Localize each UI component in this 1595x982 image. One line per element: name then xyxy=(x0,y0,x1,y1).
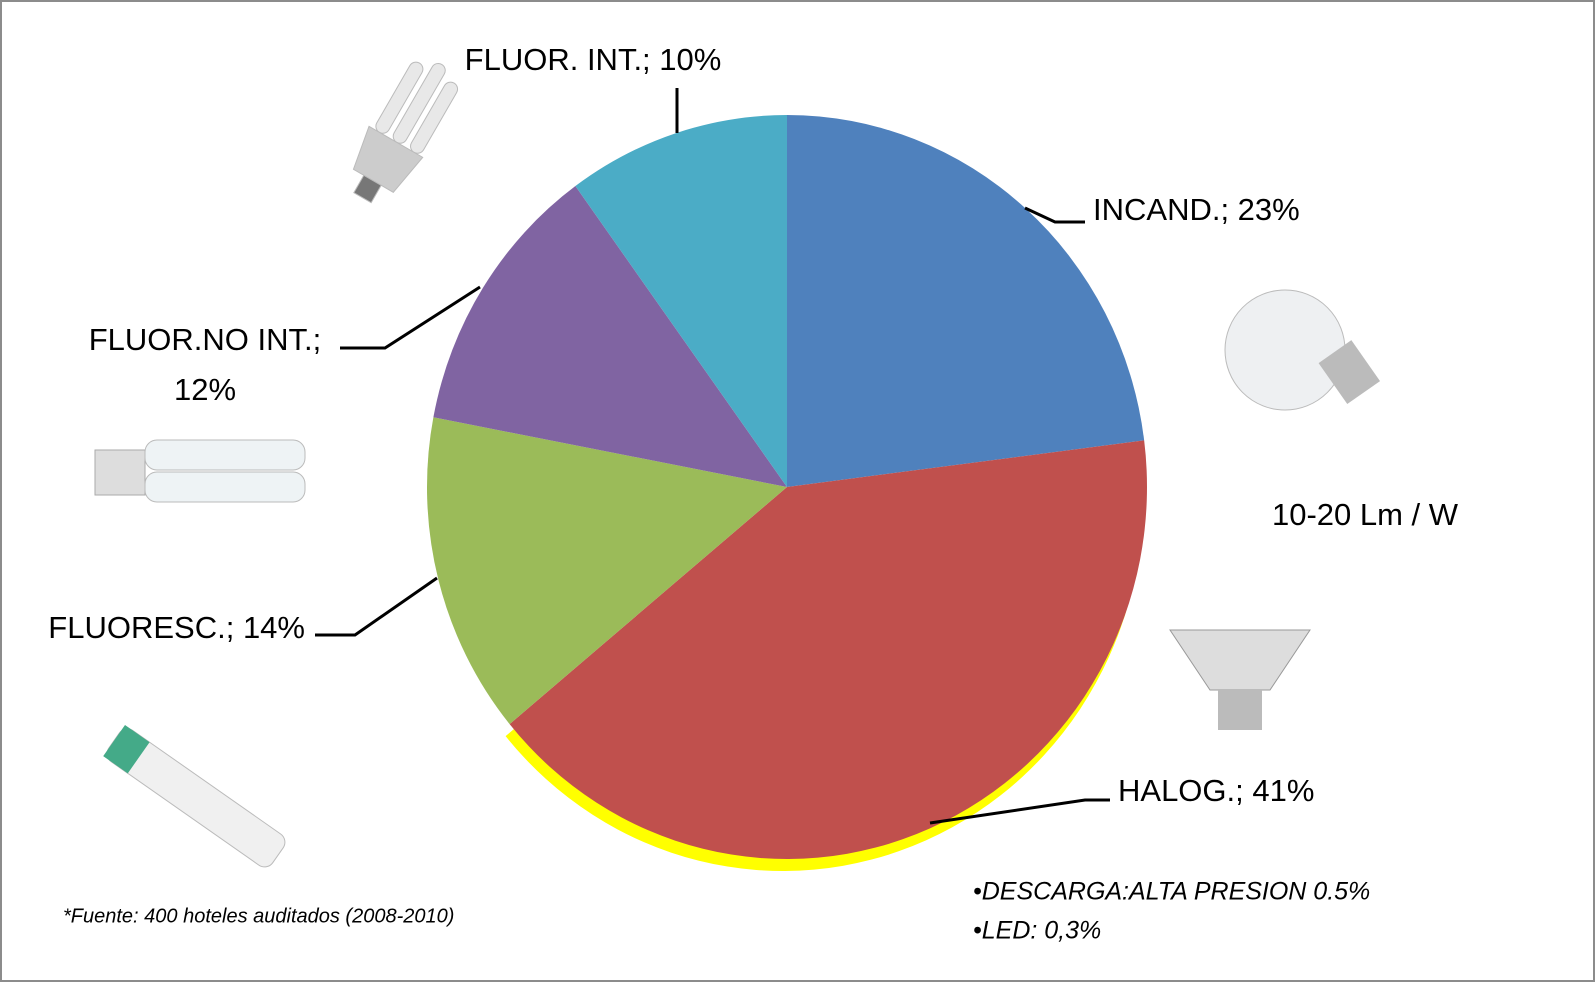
chart: INCAND.; 23% HALOG.; 41% FLUORESC.; 14% … xyxy=(0,0,1595,982)
data-label: INCAND.; 23% xyxy=(1093,192,1300,227)
data-label: FLUOR.NO INT.; 12% xyxy=(55,315,355,415)
footnote: *Fuente: 400 hoteles auditados (2008-201… xyxy=(63,905,454,927)
pie xyxy=(427,115,1147,871)
annotation: 10-20 Lm / W xyxy=(1272,497,1459,532)
data-label: HALOG.; 41% xyxy=(1118,773,1314,808)
data-label: FLUOR. INT.; 10% xyxy=(465,42,722,77)
data-label: FLUORESC.; 14% xyxy=(48,610,305,645)
note: •DESCARGA:ALTA PRESION 0.5% xyxy=(973,878,1370,906)
note: •LED: 0,3% xyxy=(973,917,1101,945)
page: INCAND.; 23% HALOG.; 41% FLUORESC.; 14% … xyxy=(0,0,1595,982)
